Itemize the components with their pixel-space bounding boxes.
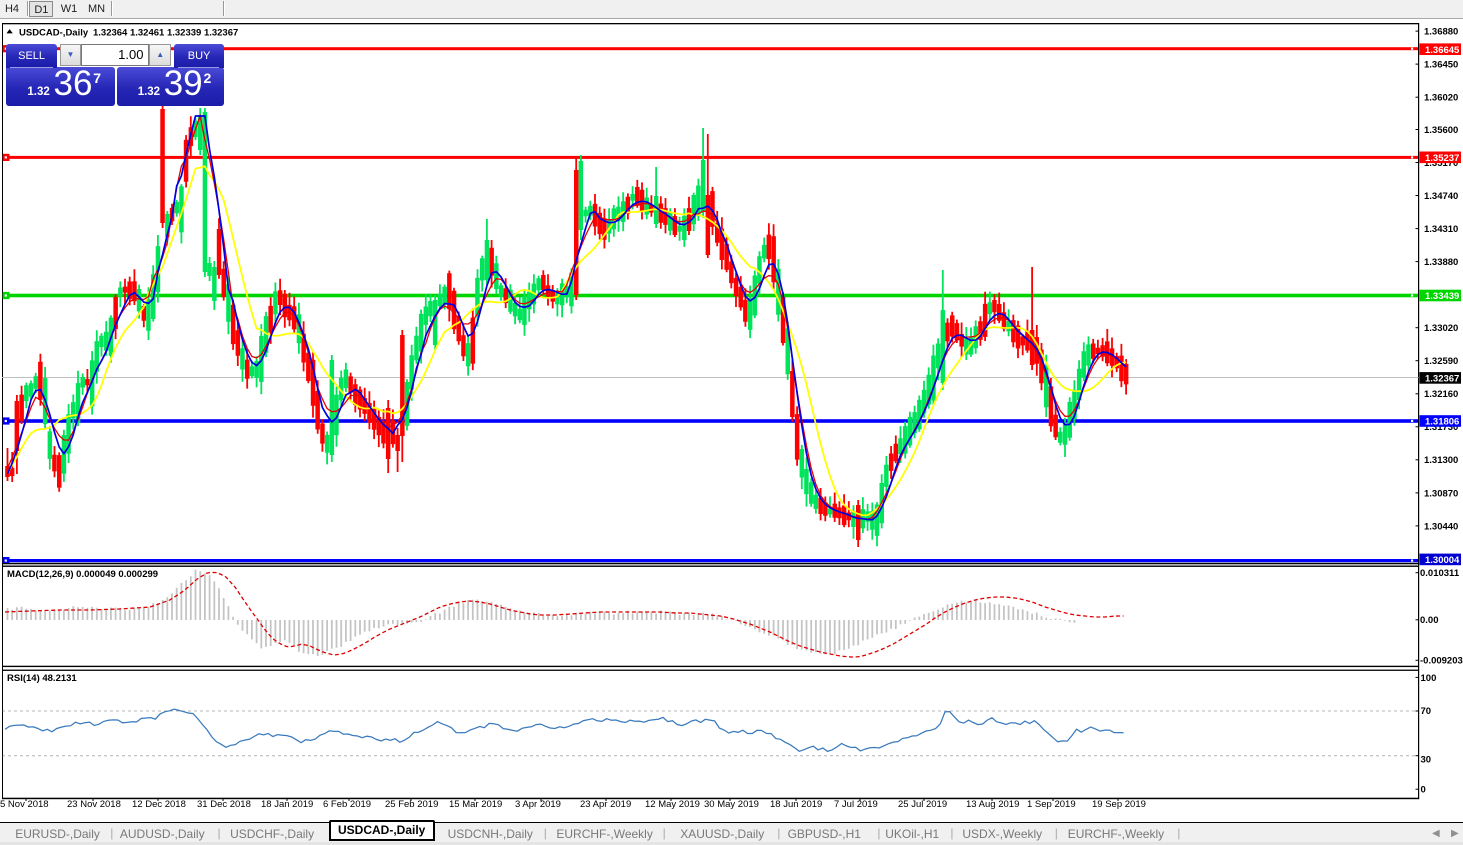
svg-text:1.33020: 1.33020 [1424, 323, 1458, 334]
svg-text:18 Jan 2019: 18 Jan 2019 [261, 799, 313, 810]
svg-text:1.35600: 1.35600 [1424, 125, 1458, 136]
svg-text:1.35170: 1.35170 [1424, 158, 1458, 169]
svg-text:1.36645: 1.36645 [1425, 45, 1460, 56]
svg-text:23 Nov 2018: 23 Nov 2018 [67, 799, 121, 810]
svg-text:1.32364 1.32461 1.32339 1.3236: 1.32364 1.32461 1.32339 1.32367 [93, 28, 238, 39]
svg-text:30: 30 [1421, 755, 1432, 766]
svg-text:1.30004: 1.30004 [1425, 555, 1460, 566]
svg-text:18 Jun 2019: 18 Jun 2019 [770, 799, 822, 810]
svg-text:RSI(14) 48.2131: RSI(14) 48.2131 [7, 673, 77, 684]
svg-text:25 Feb 2019: 25 Feb 2019 [385, 799, 438, 810]
svg-text:12 Dec 2018: 12 Dec 2018 [132, 799, 186, 810]
svg-text:23 Apr 2019: 23 Apr 2019 [580, 799, 631, 810]
svg-text:3 Apr 2019: 3 Apr 2019 [515, 799, 561, 810]
svg-text:1.35237: 1.35237 [1425, 153, 1459, 164]
svg-text:1.34310: 1.34310 [1424, 224, 1458, 235]
svg-text:1 Sep 2019: 1 Sep 2019 [1027, 799, 1076, 810]
svg-text:1.32590: 1.32590 [1424, 356, 1458, 367]
svg-text:70: 70 [1421, 706, 1432, 717]
svg-text:100: 100 [1421, 673, 1437, 684]
svg-text:13 Aug 2019: 13 Aug 2019 [966, 799, 1019, 810]
svg-text:1.32367: 1.32367 [1425, 374, 1459, 385]
svg-text:31 Dec 2018: 31 Dec 2018 [197, 799, 251, 810]
svg-text:7 Jul 2019: 7 Jul 2019 [834, 799, 878, 810]
svg-text:5 Nov 2018: 5 Nov 2018 [0, 799, 49, 810]
svg-text:1.31806: 1.31806 [1425, 417, 1459, 428]
svg-text:1.33880: 1.33880 [1424, 257, 1458, 268]
svg-text:25 Jul 2019: 25 Jul 2019 [898, 799, 947, 810]
svg-text:6 Feb 2019: 6 Feb 2019 [323, 799, 371, 810]
svg-text:USDCAD-,Daily: USDCAD-,Daily [19, 28, 89, 39]
svg-text:15 Mar 2019: 15 Mar 2019 [449, 799, 502, 810]
svg-text:30 May 2019: 30 May 2019 [704, 799, 759, 810]
svg-text:19 Sep 2019: 19 Sep 2019 [1092, 799, 1146, 810]
svg-text:1.30870: 1.30870 [1424, 488, 1458, 499]
svg-text:12 May 2019: 12 May 2019 [645, 799, 700, 810]
svg-text:1.30440: 1.30440 [1424, 521, 1458, 532]
svg-text:1.33439: 1.33439 [1425, 291, 1459, 302]
svg-text:1.31730: 1.31730 [1424, 422, 1458, 433]
svg-text:0.00: 0.00 [1420, 615, 1439, 626]
svg-text:1.36020: 1.36020 [1424, 93, 1458, 104]
svg-text:0: 0 [1421, 785, 1426, 796]
svg-text:1.36450: 1.36450 [1424, 60, 1458, 71]
svg-text:0.010311: 0.010311 [1420, 568, 1460, 579]
svg-text:1.31300: 1.31300 [1424, 455, 1458, 466]
svg-text:1.34740: 1.34740 [1424, 191, 1458, 202]
svg-text:1.32160: 1.32160 [1424, 389, 1458, 400]
svg-text:-0.009203: -0.009203 [1420, 656, 1463, 667]
svg-text:1.36880: 1.36880 [1424, 27, 1458, 38]
svg-text:MACD(12,26,9) 0.000049 0.00029: MACD(12,26,9) 0.000049 0.000299 [7, 569, 158, 580]
